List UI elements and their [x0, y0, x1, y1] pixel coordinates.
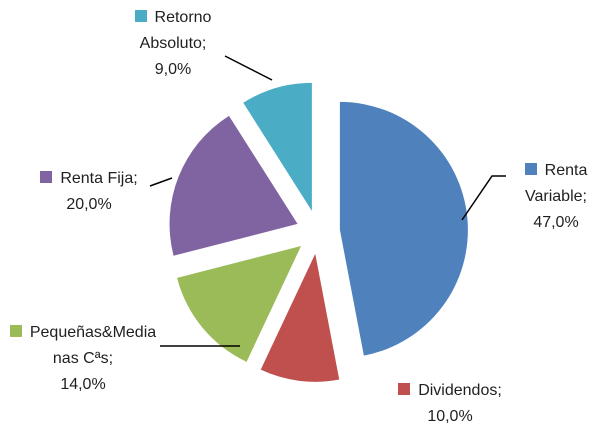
category-label: Retorno Absoluto	[139, 9, 212, 52]
leader-line	[461, 175, 506, 221]
value-label: 14,0%	[60, 376, 106, 393]
category-label: Renta Variable	[525, 162, 588, 205]
data-label: Renta Fija; 20,0%	[14, 166, 164, 218]
legend-swatch	[40, 171, 53, 183]
legend-swatch	[524, 163, 537, 175]
pie-slice	[260, 253, 340, 382]
leader-line	[224, 55, 273, 81]
pie-slice	[243, 82, 312, 211]
pie-slice	[177, 246, 302, 362]
data-label: Pequeñas&Medianas Cªs; 14,0%	[8, 320, 158, 398]
category-label: Renta Fija	[60, 170, 134, 187]
category-label: Pequeñas&Medianas Cªs	[29, 324, 157, 367]
label-separator: ;	[133, 170, 138, 187]
pie-slice	[339, 101, 468, 356]
data-label: Retorno Absoluto; 9,0%	[108, 5, 238, 83]
legend-swatch	[9, 325, 22, 337]
value-label: 47,0%	[533, 214, 579, 231]
value-label: 20,0%	[66, 196, 112, 213]
pie-slice	[169, 115, 298, 256]
value-label: 9,0%	[154, 61, 192, 78]
label-separator: ;	[201, 35, 207, 52]
data-label: Renta Variable; 47,0%	[500, 158, 612, 236]
category-label: Dividendos	[418, 382, 498, 399]
data-label: Dividendos; 10,0%	[380, 378, 520, 430]
label-separator: ;	[108, 350, 114, 367]
legend-swatch	[398, 383, 411, 395]
label-separator: ;	[497, 382, 502, 399]
label-separator: ;	[582, 188, 587, 205]
legend-swatch	[134, 10, 147, 22]
leader-line	[149, 177, 173, 187]
value-label: 10,0%	[427, 408, 473, 425]
